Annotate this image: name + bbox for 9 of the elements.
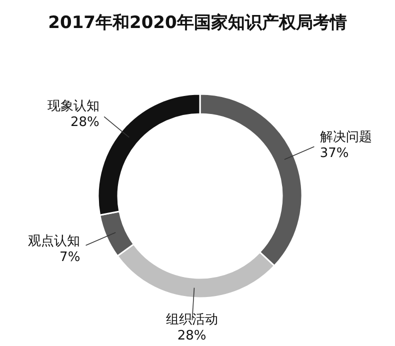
slice-label: 现象认知 — [47, 98, 100, 114]
data-label: 37% — [320, 146, 349, 162]
slice-label: 组织活动 — [166, 312, 218, 328]
slice-label: 观点认知 — [28, 234, 80, 249]
slice-label: 解决问题 — [320, 130, 372, 146]
data-label: 7% — [60, 250, 80, 265]
chart-title: 2017年和2020年国家知识产权局考情 — [48, 13, 347, 33]
data-label: 28% — [70, 114, 100, 130]
data-label: 28% — [177, 328, 206, 344]
